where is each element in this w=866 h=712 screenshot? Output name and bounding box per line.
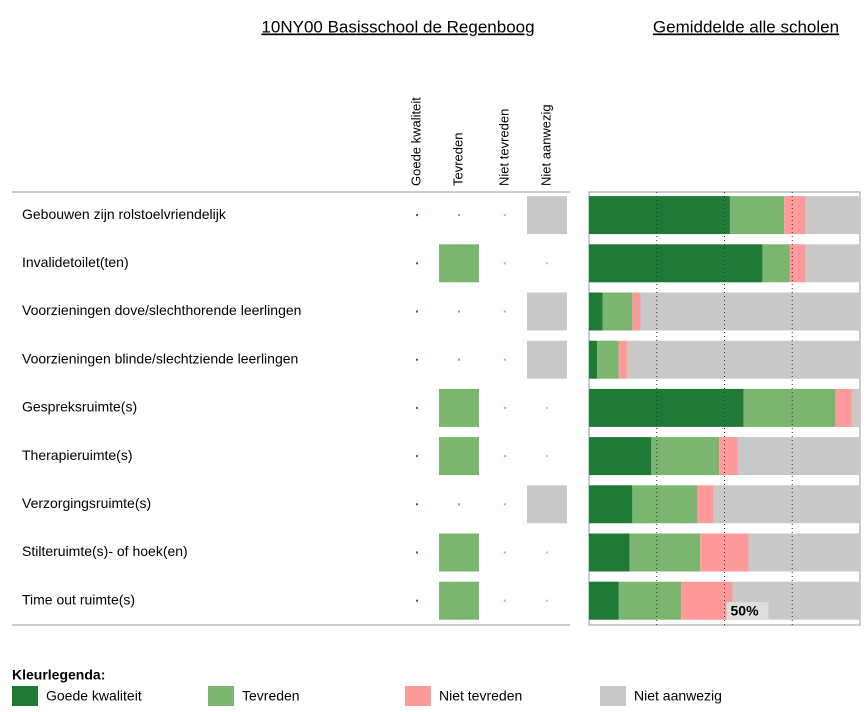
dot (504, 406, 506, 409)
bar-segment (789, 244, 806, 283)
dot (546, 599, 548, 602)
legend-label: Niet tevreden (439, 688, 522, 704)
legend-swatch (600, 686, 626, 706)
school-answer (527, 292, 567, 331)
row-label: Therapieruimte(s) (22, 447, 132, 463)
dot (458, 358, 460, 361)
row-label: Invalidetoilet(ten) (22, 254, 129, 270)
bar-segment (602, 292, 633, 331)
row-label: Gespreksruimte(s) (22, 399, 137, 415)
bar-segment (589, 196, 730, 235)
dot (458, 214, 460, 217)
bar-segment (729, 196, 785, 235)
school-answer (439, 581, 479, 620)
legend-label: Niet aanwezig (634, 688, 722, 704)
column-header: Tevreden (450, 133, 465, 186)
bar-segment (805, 196, 860, 235)
dot (504, 455, 506, 458)
dot (546, 262, 548, 265)
row-label: Voorzieningen blinde/slechtziende leerli… (22, 350, 298, 366)
dot (546, 551, 548, 554)
bar-segment (589, 388, 744, 427)
row-label: Gebouwen zijn rolstoelvriendelijk (22, 206, 227, 222)
legend-label: Goede kwaliteit (46, 688, 142, 704)
bar-segment (618, 340, 627, 379)
bar-segment (632, 485, 698, 524)
bar-segment (651, 437, 720, 476)
bar-segment (762, 244, 790, 283)
bar-segment (618, 581, 682, 620)
column-header: Niet aanwezig (538, 104, 553, 186)
dot (504, 262, 506, 265)
dot (416, 406, 418, 409)
bar-segment (697, 485, 714, 524)
dot (416, 455, 418, 458)
bar-segment (738, 437, 860, 476)
bar-segment (626, 340, 860, 379)
dot (504, 503, 506, 506)
bar-segment (713, 485, 860, 524)
dot (416, 503, 418, 506)
school-answer (439, 388, 479, 427)
dot (458, 310, 460, 313)
bar-segment (719, 437, 739, 476)
dot (504, 551, 506, 554)
dot (458, 503, 460, 506)
bar-segment (589, 340, 598, 379)
bar-segment (589, 244, 763, 283)
bar-segment (629, 533, 701, 572)
dot (416, 358, 418, 361)
bar-segment (589, 437, 652, 476)
bar-segment (632, 292, 641, 331)
column-header: Goede kwaliteit (408, 97, 423, 186)
row-label: Verzorgingsruimte(s) (22, 495, 151, 511)
bar-segment (835, 388, 852, 427)
bar-segment (589, 533, 630, 572)
legend-swatch (405, 686, 431, 706)
dot (416, 551, 418, 554)
bar-segment (743, 388, 836, 427)
school-answer (439, 244, 479, 283)
row-label: Stilteruimte(s)- of hoek(en) (22, 543, 188, 559)
school-title: 10NY00 Basisschool de Regenboog (261, 17, 534, 36)
bar-segment (748, 533, 860, 572)
column-header: Niet tevreden (496, 109, 511, 186)
bar-segment (597, 340, 619, 379)
bar-segment (589, 292, 603, 331)
dot (416, 310, 418, 313)
legend-title: Kleurlegenda: (12, 667, 105, 683)
row-label: Voorzieningen dove/slechthorende leerlin… (22, 302, 301, 318)
school-answer (527, 196, 567, 235)
dot (504, 310, 506, 313)
x-tick-label: 50% (731, 603, 760, 619)
legend-label: Tevreden (242, 688, 300, 704)
bar-segment (589, 581, 619, 620)
legend-swatch (208, 686, 234, 706)
legend-swatch (12, 686, 38, 706)
bar-segment (784, 196, 806, 235)
school-answer (527, 485, 567, 524)
tick-label-bg (726, 602, 769, 620)
school-answer (439, 437, 479, 476)
average-title: Gemiddelde alle scholen (653, 17, 839, 36)
bar-segment (640, 292, 860, 331)
bar-segment (805, 244, 860, 283)
dot (546, 455, 548, 458)
school-answer (439, 533, 479, 572)
school-answer (527, 340, 567, 379)
dot (416, 599, 418, 602)
dot (416, 262, 418, 265)
bar-segment (851, 388, 860, 427)
dot (546, 406, 548, 409)
dot (504, 599, 506, 602)
dot (504, 214, 506, 217)
dot (416, 214, 418, 217)
row-label: Time out ruimte(s) (22, 591, 135, 607)
bar-segment (589, 485, 633, 524)
dot (504, 358, 506, 361)
